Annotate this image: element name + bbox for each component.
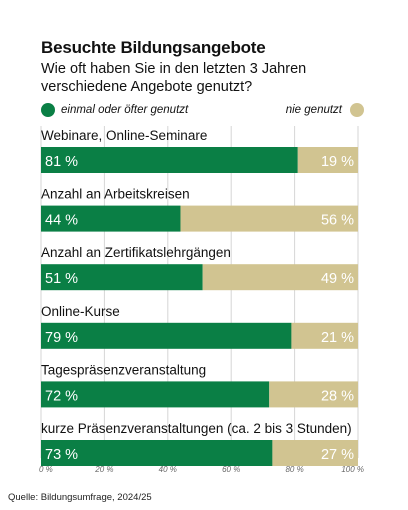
bar-unused [297, 147, 358, 173]
bar-used [41, 381, 270, 408]
bar-unused [272, 440, 358, 466]
bar-used [41, 440, 273, 466]
value-label-used: 73 % [45, 447, 78, 463]
value-label-used: 51 % [45, 271, 78, 287]
value-label-unused: 28 % [321, 388, 354, 404]
x-tick-label: 20 % [94, 465, 113, 474]
bar-unused [291, 322, 358, 349]
value-label-unused: 49 % [321, 271, 354, 287]
source-note: Quelle: Bildungsumfrage, 2024/25 [8, 492, 152, 503]
bar-used [41, 205, 181, 232]
chart-title: Besuchte Bildungsangebote [41, 38, 266, 57]
legend-unused: nie genutzt [286, 103, 364, 117]
category-label: kurze Präsenzveranstaltungen (ca. 2 bis … [41, 421, 352, 436]
value-label-used: 72 % [45, 388, 78, 404]
category-label: Online-Kurse [41, 304, 120, 319]
legend-unused-swatch [350, 103, 364, 117]
value-label-used: 81 % [45, 154, 78, 170]
bar-unused [269, 381, 358, 408]
value-label-unused: 19 % [321, 154, 354, 170]
legend-used-label: einmal oder öfter genutzt [61, 104, 189, 116]
bar-unused [202, 264, 358, 291]
value-label-used: 44 % [45, 213, 78, 229]
x-tick-label: 100 % [341, 465, 364, 474]
x-tick-label: 0 % [39, 465, 53, 474]
value-label-unused: 56 % [321, 213, 354, 229]
x-tick-label: 80 % [285, 465, 303, 474]
bar-used [41, 322, 292, 349]
category-label: Anzahl an Zertifikatslehrgängen [41, 245, 231, 260]
x-tick-label: 40 % [159, 465, 177, 474]
x-tick-label: 60 % [222, 465, 240, 474]
chart-subtitle: Wie oft haben Sie in den letzten 3 Jahre… [41, 61, 307, 95]
category-label: Tagespräsenzveranstaltung [41, 362, 206, 377]
bar-used [41, 147, 298, 173]
legend-unused-label: nie genutzt [285, 104, 342, 116]
category-label: Anzahl an Arbeitskreisen [41, 187, 190, 202]
value-label-unused: 21 % [321, 330, 354, 346]
legend-used-swatch [41, 103, 55, 117]
category-label: Webinare, Online-Seminare [41, 128, 207, 143]
bar-used [41, 264, 203, 291]
bar-unused [180, 205, 358, 232]
value-label-used: 79 % [45, 330, 78, 346]
value-label-unused: 27 % [321, 447, 354, 463]
legend-used: einmal oder öfter genutzt [41, 103, 188, 117]
